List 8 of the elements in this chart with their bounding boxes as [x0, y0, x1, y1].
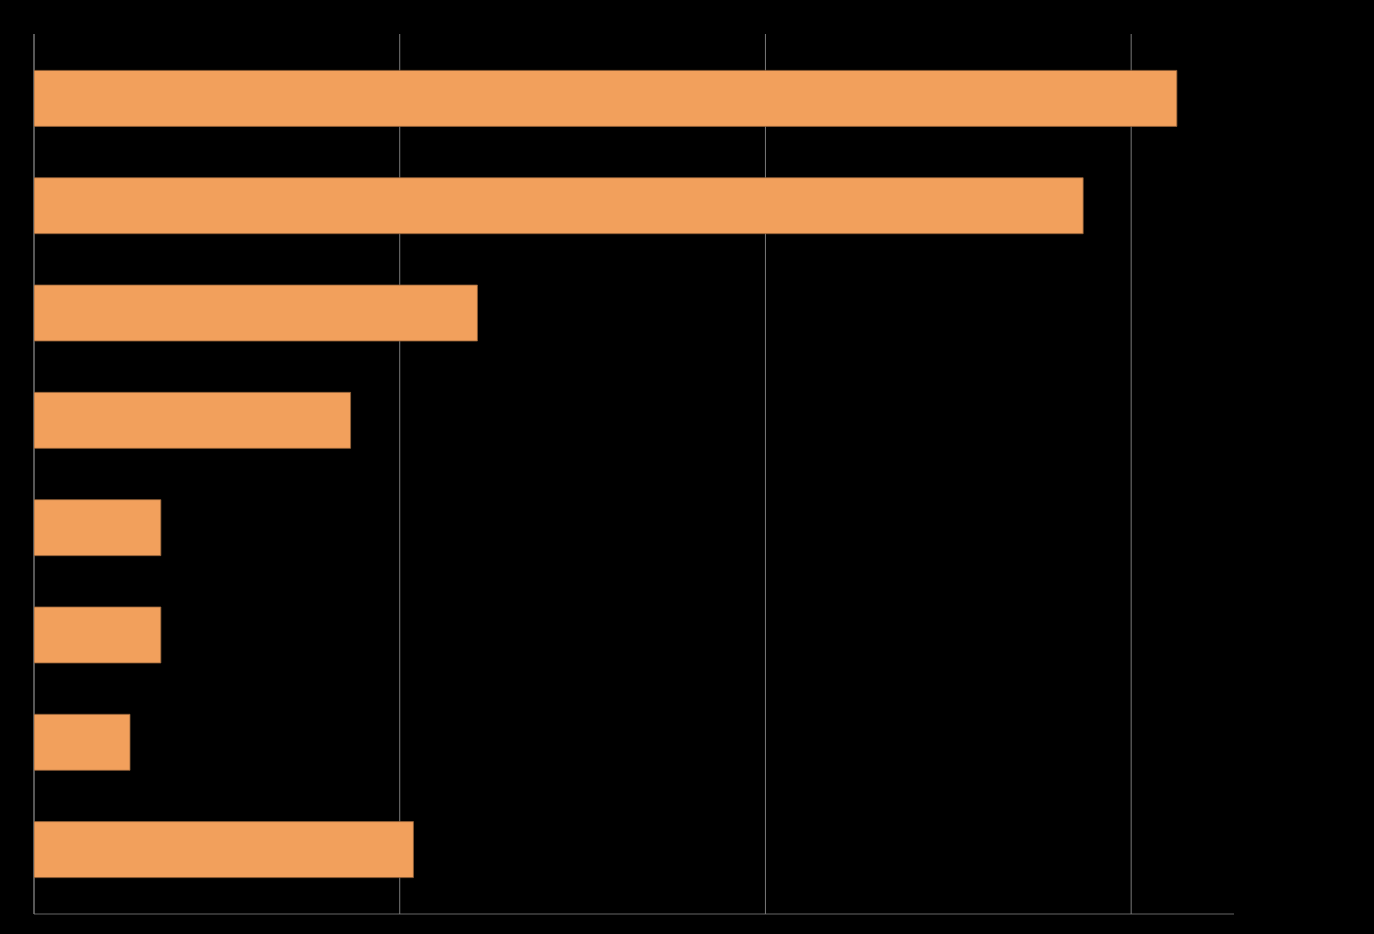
- bar: [34, 177, 1084, 235]
- bar: [34, 606, 162, 664]
- bar: [34, 284, 478, 342]
- bar: [34, 821, 414, 879]
- bar: [34, 69, 1178, 127]
- bar: [34, 391, 351, 449]
- bar: [34, 713, 131, 771]
- bar: [34, 499, 162, 557]
